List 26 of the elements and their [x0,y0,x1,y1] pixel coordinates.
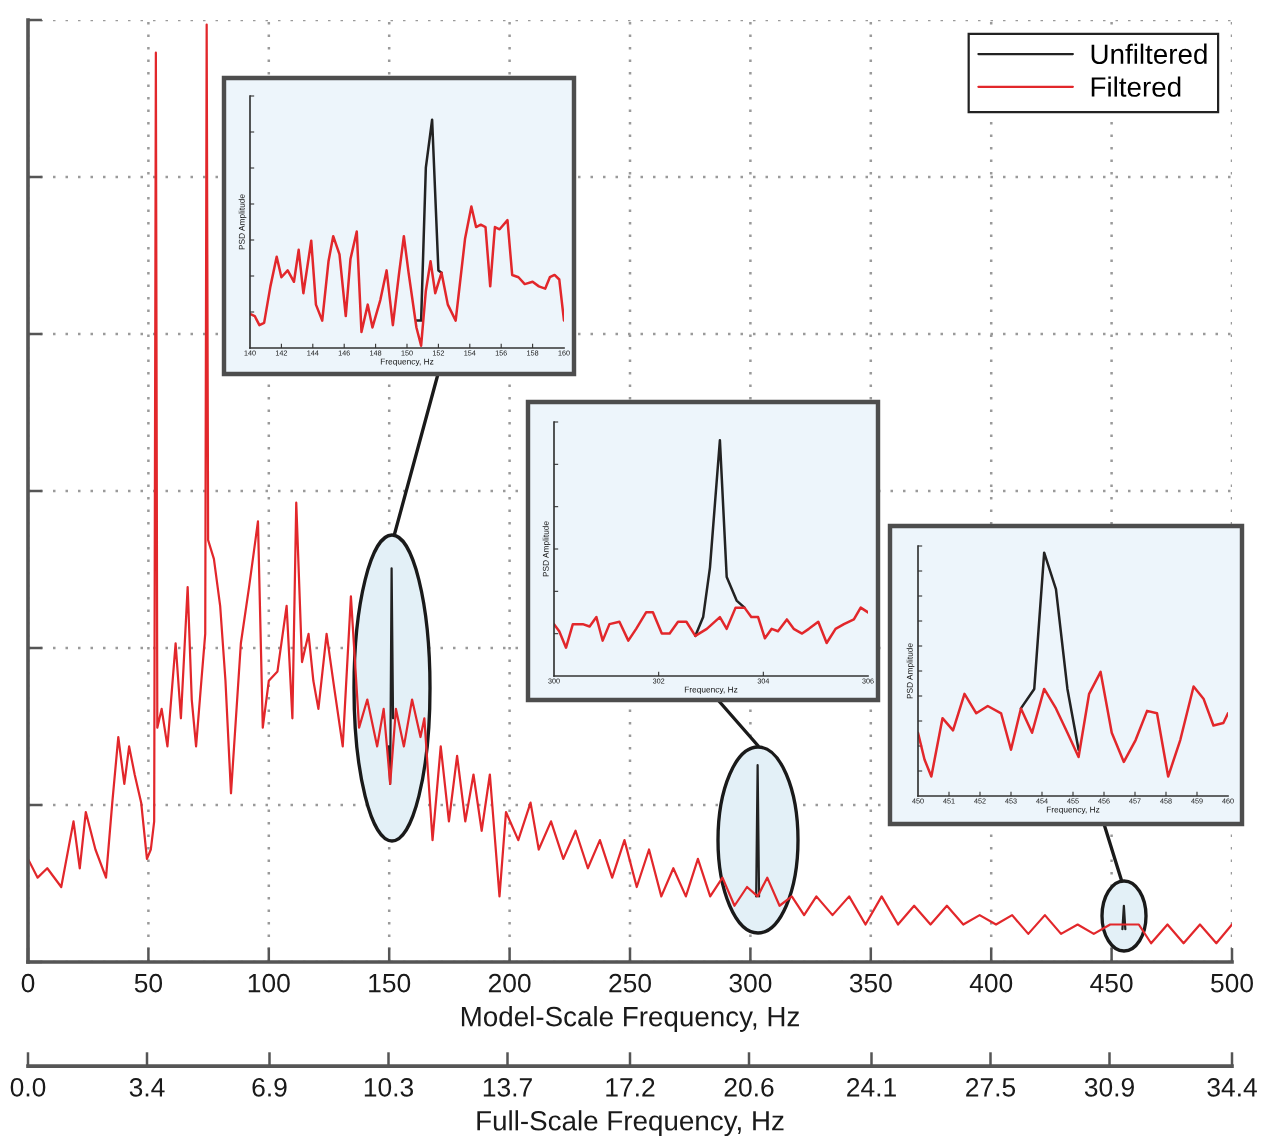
x-tick-label: 500 [1211,973,1253,993]
x2-tick-label: 13.7 [483,1077,532,1097]
x-tick-label: 50 [134,973,163,993]
x2-tick-label: 20.6 [724,1077,774,1097]
x2-tick-label: 27.5 [966,1077,1016,1097]
x2-tick-label: 34.4 [1207,1077,1257,1097]
x-tick-label: 400 [969,973,1013,993]
x-tick-label: 450 [1090,973,1133,993]
x-tick-label: 0 [21,973,35,993]
x-tick-label: 150 [369,973,411,993]
x2-tick-label: 3.4 [129,1077,165,1097]
x-tick-label: 300 [729,973,772,993]
x2-tick-label: 17.2 [606,1077,655,1097]
x-tick-label: 350 [849,973,892,993]
x-tick-label: 250 [609,973,651,993]
x2-axis-title: Full-Scale Frequency, Hz [477,1110,784,1137]
x2-tick-label: 30.9 [1084,1077,1134,1097]
x2-tick-label: 10.3 [364,1077,414,1097]
x-tick-label: 200 [488,973,531,993]
x-axis-title: Model-Scale Frequency, Hz [461,1006,799,1032]
x2-tick-label: 0.0 [10,1077,46,1097]
legend-label: Unfiltered [1091,43,1207,65]
x2-tick-label: 6.9 [252,1077,287,1097]
legend-label: Filtered [1091,76,1181,97]
x2-tick-label: 24.1 [847,1077,896,1097]
x-tick-label: 100 [248,973,290,993]
